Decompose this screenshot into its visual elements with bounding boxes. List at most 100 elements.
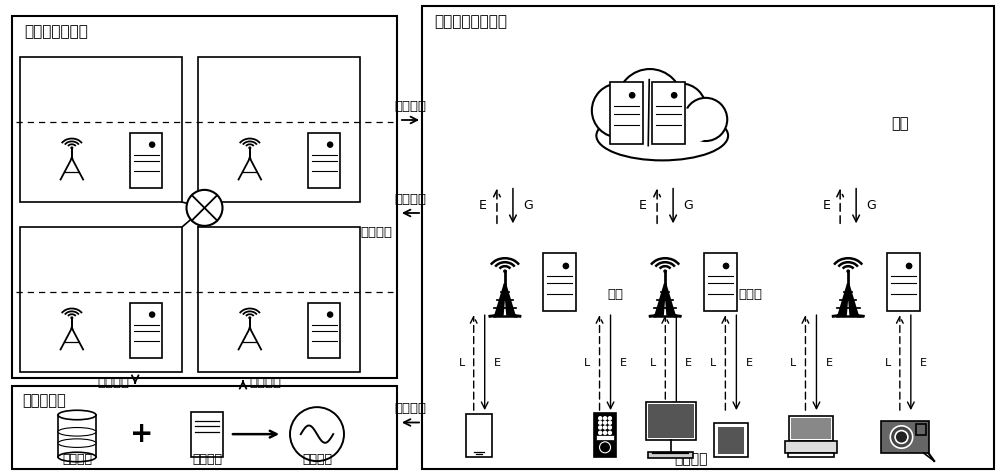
Bar xyxy=(881,421,929,453)
Text: 信誉值更新: 信誉值更新 xyxy=(22,393,66,408)
Circle shape xyxy=(672,93,677,98)
Text: L: L xyxy=(790,358,796,368)
Ellipse shape xyxy=(58,452,96,462)
Circle shape xyxy=(895,431,908,443)
Ellipse shape xyxy=(58,410,96,420)
Polygon shape xyxy=(489,284,505,316)
Text: G: G xyxy=(866,200,876,212)
Polygon shape xyxy=(848,284,864,316)
Circle shape xyxy=(599,431,602,434)
Bar xyxy=(20,227,182,372)
Circle shape xyxy=(630,93,635,98)
Bar xyxy=(610,82,643,143)
Text: 云端: 云端 xyxy=(891,116,909,131)
Bar xyxy=(12,386,397,469)
Circle shape xyxy=(249,147,251,149)
Text: 最新信誉: 最新信誉 xyxy=(302,453,332,466)
Bar xyxy=(191,412,223,457)
Ellipse shape xyxy=(58,439,96,447)
Circle shape xyxy=(599,417,602,420)
Polygon shape xyxy=(649,284,665,316)
Text: E: E xyxy=(620,358,627,368)
Circle shape xyxy=(604,417,607,420)
Circle shape xyxy=(504,270,506,272)
Circle shape xyxy=(592,84,646,137)
Polygon shape xyxy=(665,284,681,316)
Circle shape xyxy=(664,270,666,272)
Text: E: E xyxy=(479,200,487,212)
Ellipse shape xyxy=(596,111,728,161)
Polygon shape xyxy=(505,284,521,316)
Text: E: E xyxy=(639,200,647,212)
Bar xyxy=(20,57,182,202)
Circle shape xyxy=(328,142,333,147)
Bar xyxy=(198,57,360,202)
Circle shape xyxy=(186,190,222,226)
Text: L: L xyxy=(584,358,591,368)
Circle shape xyxy=(608,421,611,424)
Polygon shape xyxy=(832,284,848,316)
Circle shape xyxy=(608,431,611,434)
Bar xyxy=(308,133,340,188)
Circle shape xyxy=(847,270,849,272)
Circle shape xyxy=(563,263,569,268)
Text: L: L xyxy=(458,358,465,368)
Circle shape xyxy=(290,407,344,461)
Circle shape xyxy=(71,147,73,149)
Ellipse shape xyxy=(606,106,718,147)
Text: E: E xyxy=(745,358,752,368)
Bar xyxy=(594,413,616,457)
Bar xyxy=(789,416,833,441)
Text: E: E xyxy=(920,358,927,368)
Circle shape xyxy=(890,426,913,448)
Bar xyxy=(543,253,576,311)
Circle shape xyxy=(617,69,682,134)
Circle shape xyxy=(604,421,607,424)
Circle shape xyxy=(150,312,155,317)
Bar xyxy=(12,16,397,378)
Bar xyxy=(198,227,360,372)
Circle shape xyxy=(906,263,912,268)
Text: E: E xyxy=(685,358,692,368)
Text: 服务器: 服务器 xyxy=(738,288,762,301)
Bar xyxy=(130,303,162,358)
Text: 联盟区块链管理: 联盟区块链管理 xyxy=(24,24,88,39)
Bar xyxy=(652,82,685,143)
Circle shape xyxy=(608,426,611,429)
Text: 训练结果: 训练结果 xyxy=(192,453,222,466)
Text: +: + xyxy=(130,420,154,448)
Text: L: L xyxy=(650,358,656,368)
Bar xyxy=(596,435,614,440)
Circle shape xyxy=(656,84,706,134)
Circle shape xyxy=(604,426,607,429)
Circle shape xyxy=(71,317,73,319)
Text: 设备选择: 设备选择 xyxy=(395,100,427,113)
Circle shape xyxy=(150,142,155,147)
Circle shape xyxy=(723,263,729,268)
Circle shape xyxy=(328,312,333,317)
Ellipse shape xyxy=(58,428,96,436)
Text: 信誉更新: 信誉更新 xyxy=(249,376,281,389)
Circle shape xyxy=(599,426,602,429)
Text: E: E xyxy=(494,358,501,368)
Bar xyxy=(308,303,340,358)
Text: E: E xyxy=(822,200,830,212)
Bar xyxy=(916,424,926,436)
Circle shape xyxy=(600,442,611,453)
Text: 任务条件: 任务条件 xyxy=(395,193,427,206)
Text: L: L xyxy=(710,358,716,368)
Circle shape xyxy=(604,431,607,434)
Bar xyxy=(714,423,748,457)
Bar xyxy=(791,418,831,439)
Bar xyxy=(648,404,694,437)
Bar xyxy=(648,452,693,458)
Bar xyxy=(704,253,737,311)
Text: 基站: 基站 xyxy=(607,288,623,301)
Bar xyxy=(785,441,837,453)
Bar xyxy=(646,402,696,440)
Text: 终端设备: 终端设备 xyxy=(674,452,708,466)
Text: L: L xyxy=(885,358,891,368)
Circle shape xyxy=(684,98,727,141)
Text: 训练结果: 训练结果 xyxy=(395,402,427,416)
Text: E: E xyxy=(825,358,832,368)
